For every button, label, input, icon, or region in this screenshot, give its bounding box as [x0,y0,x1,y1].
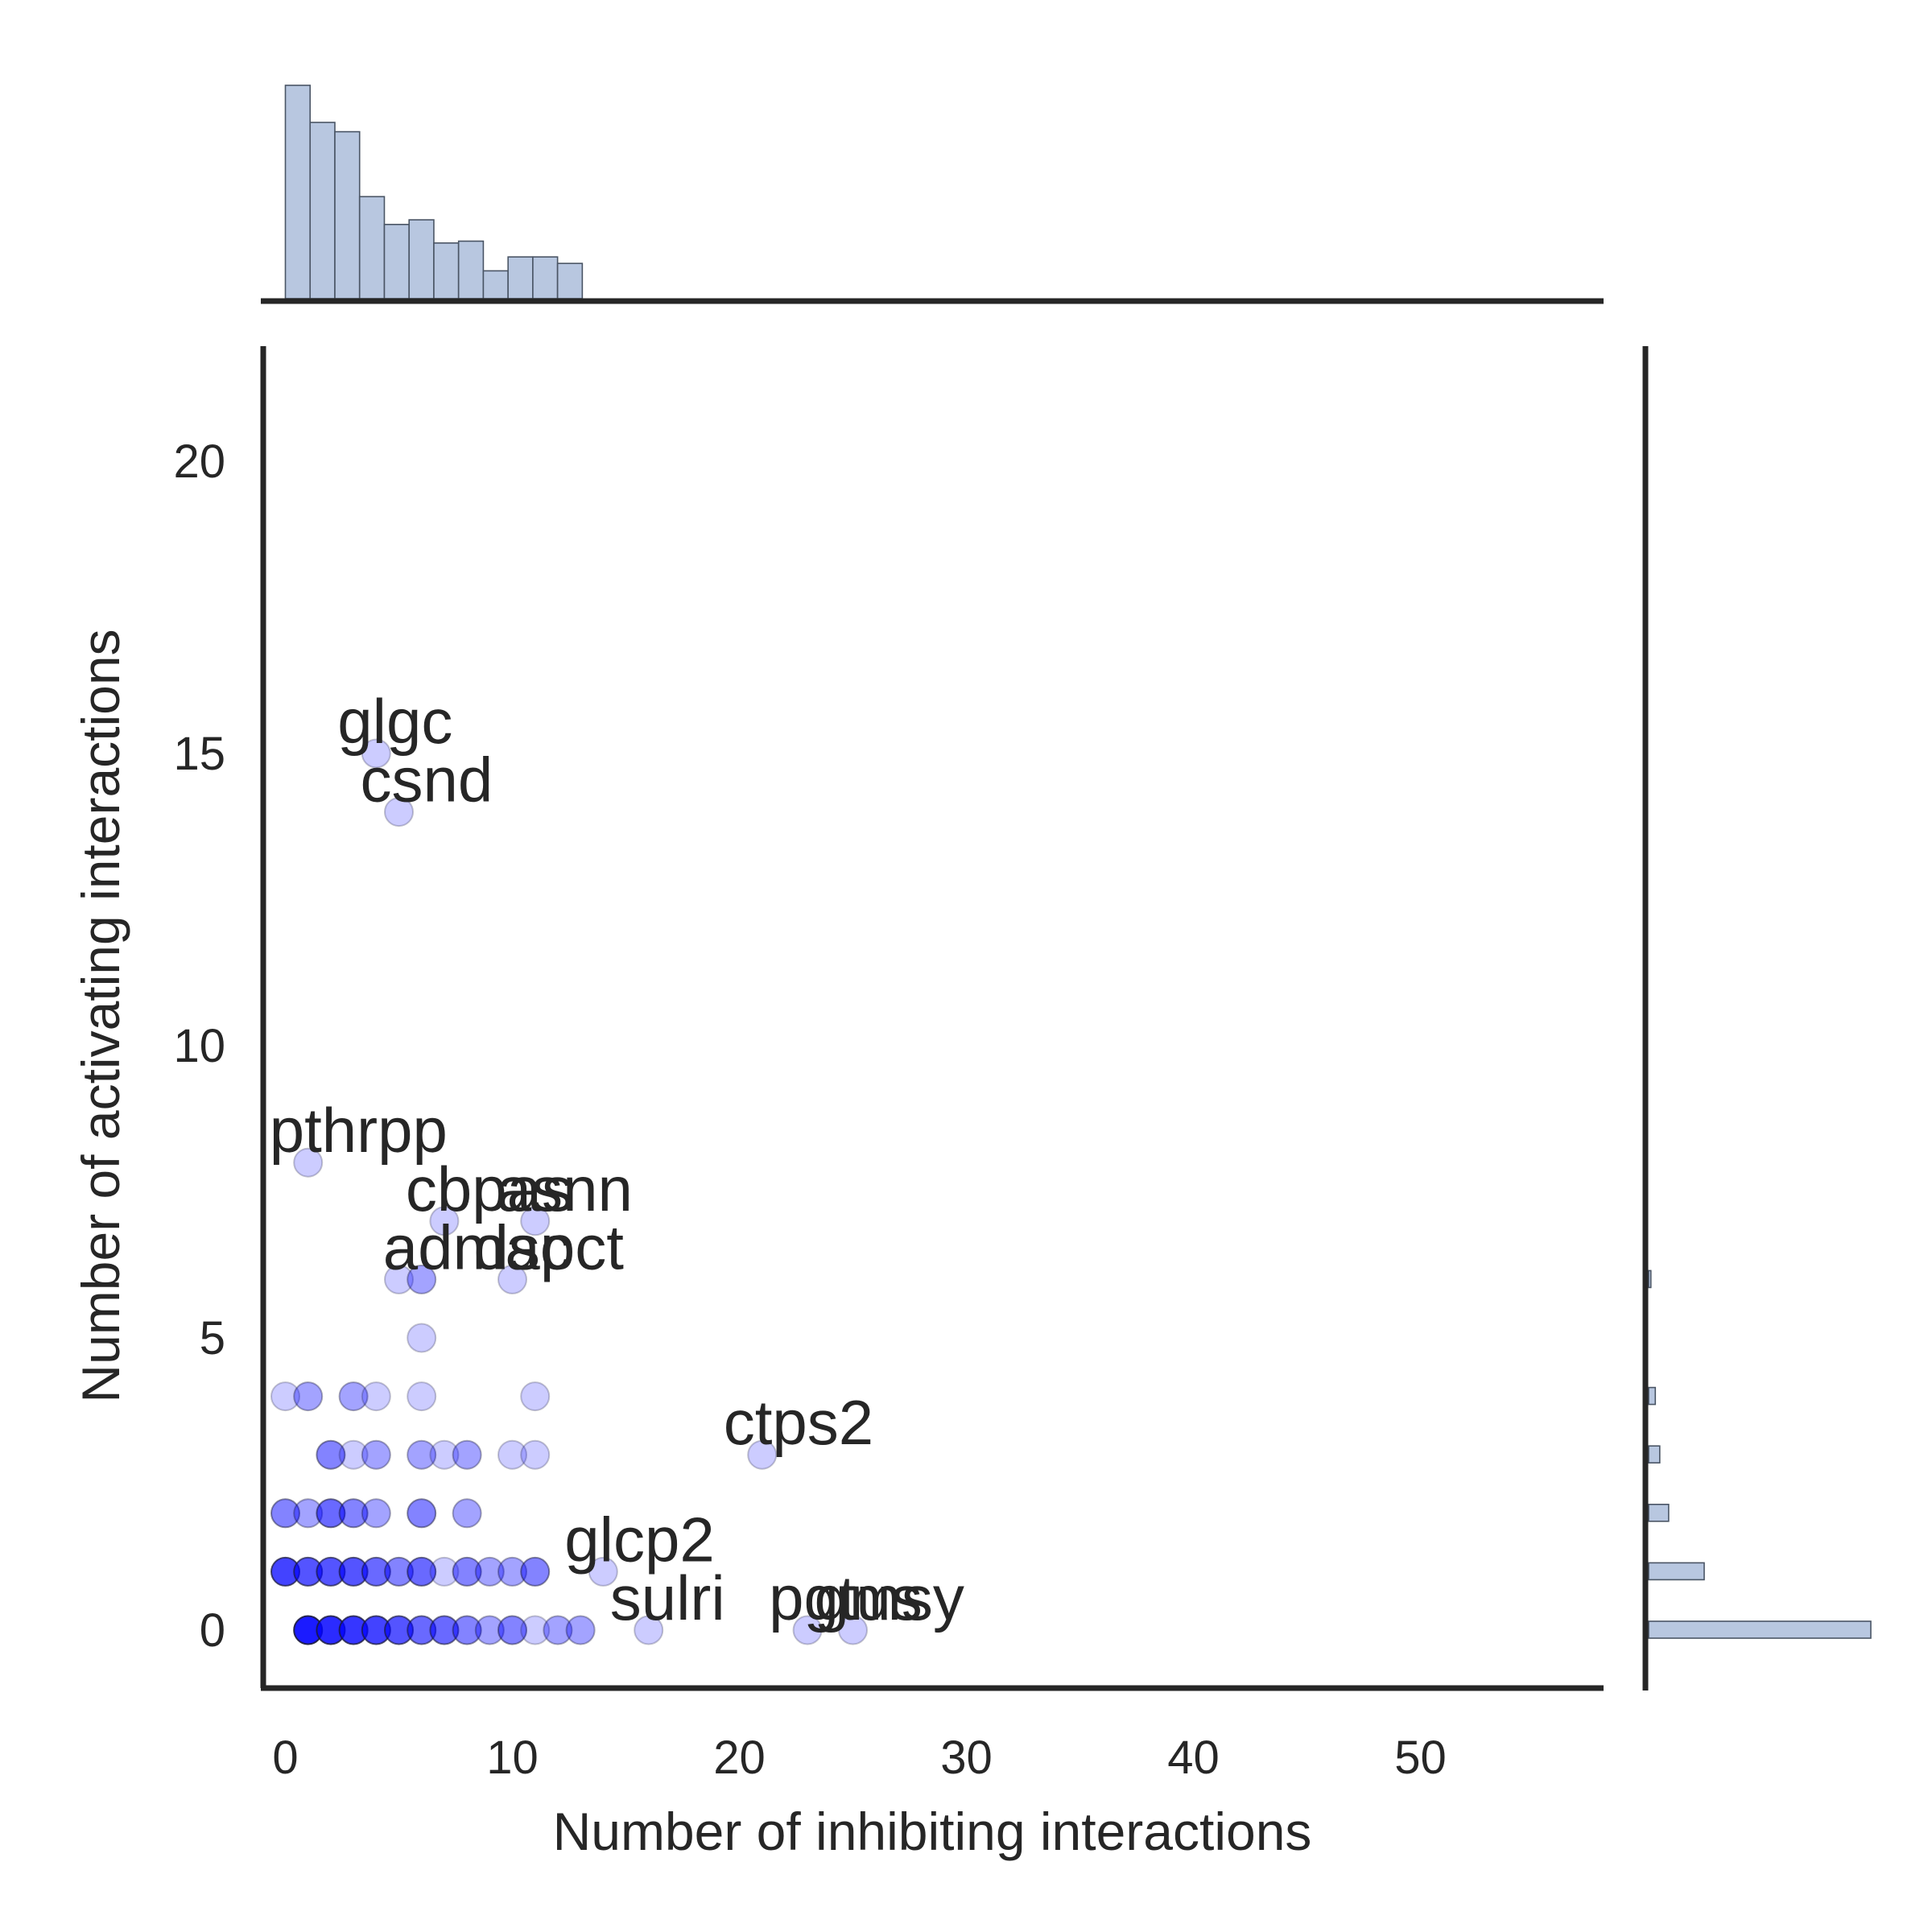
scatter-point [497,1439,527,1470]
scatter-point [520,1381,551,1412]
scatter-point [407,1556,437,1587]
scatter-point [407,1381,437,1412]
scatter-points [270,738,868,1645]
y-tick-label: 10 [173,1020,225,1072]
scatter-point [316,1439,346,1470]
scatter-point [316,1498,346,1529]
annotation-label: csnd [361,745,493,815]
scatter-point [520,1556,551,1587]
x-tick-label: 0 [272,1732,298,1784]
y-hist-bar [1648,1269,1652,1289]
scatter-point [407,1264,437,1294]
y-hist-bar [1648,1386,1657,1406]
scatter-point [520,1439,551,1470]
scatter-point [384,797,414,828]
scatter-point [429,1615,460,1645]
x-hist-bar [358,196,386,299]
scatter-point [407,1323,437,1353]
scatter-point [429,1439,460,1470]
y-tick-label: 15 [173,728,225,780]
scatter-point [338,1498,369,1529]
x-tick-label: 40 [1167,1732,1220,1784]
scatter-point [474,1615,505,1645]
annotation-label: gmsy [815,1563,964,1633]
y-tick-label: 0 [200,1604,225,1657]
scatter-point [361,1381,391,1412]
x-tick-label: 30 [940,1732,993,1784]
x-hist-bar [457,240,485,299]
scatter-point [407,1498,437,1529]
x-tick-label: 10 [486,1732,539,1784]
y-hist-bar [1648,1445,1661,1463]
scatter-point [747,1439,778,1470]
annotation-label: sulri [610,1563,725,1633]
scatter-point [361,1439,391,1470]
scatter-point [497,1556,527,1587]
y-hist-bar [1648,1562,1705,1581]
x-hist-bar [334,130,361,299]
scatter-point [361,738,391,769]
annotation-label: pgtus [769,1563,923,1633]
annotation-label: admac [383,1212,572,1282]
annotation-label: pthrpp [270,1095,448,1166]
scatter-point [293,1147,324,1178]
scatter-point [429,1206,460,1236]
x-hist-bar [532,256,559,299]
x-tick-label: 50 [1394,1732,1447,1784]
scatter-point [384,1264,414,1294]
x-hist-bar [507,256,534,299]
y-tick-label: 5 [200,1312,225,1364]
scatter-point [565,1615,596,1645]
scatter-point [361,1498,391,1529]
x-hist-bar [383,224,410,299]
x-axis-label: Number of inhibiting interactions [553,1802,1312,1861]
scatter-point [520,1206,551,1236]
scatter-point [452,1615,482,1645]
x-hist-bar [408,219,435,299]
annotation-label: asnn [497,1154,633,1224]
scatter-point [634,1615,664,1645]
y-axis-label: Number of activating interactions [71,629,130,1402]
scatter-point [452,1439,482,1470]
top-marginal-histogram [284,85,584,299]
scatter-point [543,1615,573,1645]
x-hist-bar [309,122,336,299]
scatter-point [520,1615,551,1645]
annotation-label: cbpas [406,1154,573,1224]
x-hist-bar [284,85,312,299]
scatter-point [338,1381,369,1412]
x-hist-bar [482,270,509,299]
scatter-point [792,1615,823,1645]
scatter-point [838,1615,868,1645]
right-marginal-histogram [1648,1269,1872,1639]
scatter-point [361,1556,391,1587]
y-axis-ticks: 0 5 10 15 20 [173,436,225,1657]
scatter-point [497,1615,527,1645]
scatter-point [497,1264,527,1294]
annotation-label: ctps2 [724,1387,873,1458]
y-hist-bar [1648,1504,1670,1522]
x-tick-label: 20 [713,1732,766,1784]
scatter-point [293,1381,324,1412]
y-hist-bar [1648,1620,1872,1639]
x-hist-bar [433,242,460,299]
x-hist-bar [556,262,584,299]
scatter-point [452,1556,482,1587]
scatter-point [270,1381,300,1412]
annotation-label: glcp2 [564,1504,714,1575]
scatter-point [474,1556,505,1587]
scatter-point [452,1498,482,1529]
x-axis-ticks: 0 10 20 30 40 50 [272,1732,1446,1784]
annotation-label: glgc [337,686,452,757]
scatter-point [588,1556,618,1587]
scatter-point [338,1439,369,1470]
annotation-label: dspct [474,1212,625,1282]
scatter-point [429,1556,460,1587]
y-tick-label: 20 [173,436,225,488]
scatter-point [407,1439,437,1470]
scatter-point [270,1498,300,1529]
